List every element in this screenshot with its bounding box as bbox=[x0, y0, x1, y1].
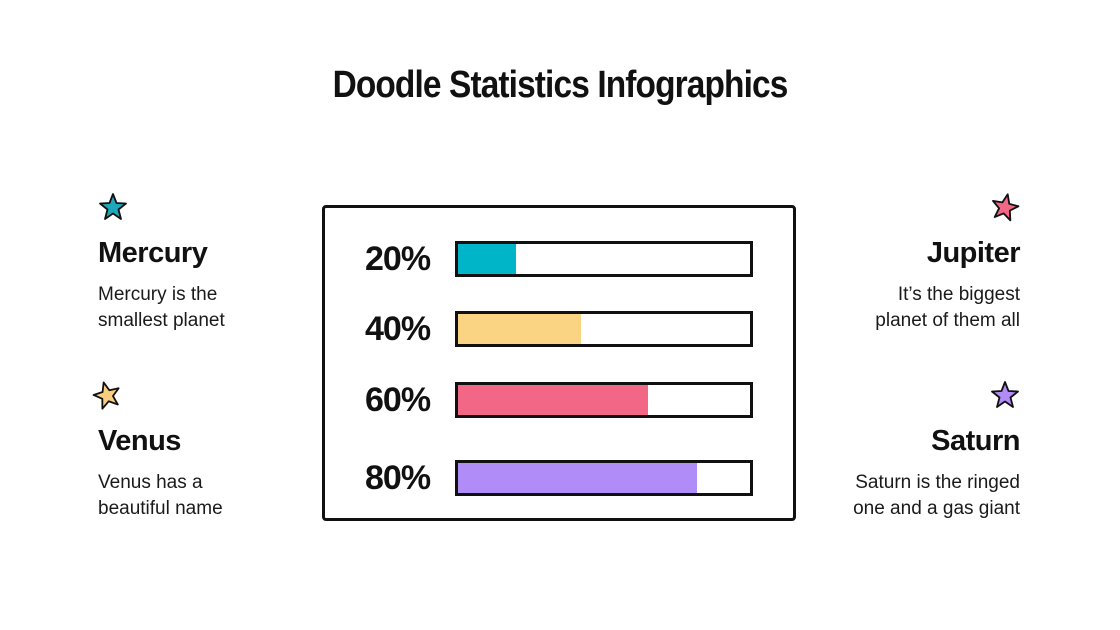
bar-fill bbox=[458, 314, 581, 344]
item-title: Saturn bbox=[931, 425, 1020, 457]
bar-fill bbox=[458, 463, 698, 493]
saturn-item: Saturn Saturn is the ringed one and a gas… bbox=[780, 380, 1021, 522]
bar-track bbox=[455, 460, 753, 496]
item-description: Saturn is the ringed one and a gas giant bbox=[853, 472, 1020, 519]
chart-frame: 20% 40% 60% 80% bbox=[322, 205, 796, 521]
bar-label: 80% bbox=[365, 459, 431, 497]
bar-fill bbox=[458, 244, 517, 274]
bar-label: 20% bbox=[365, 240, 431, 278]
star-icon bbox=[92, 381, 120, 410]
bar-label: 40% bbox=[365, 310, 431, 348]
bar-row-3: 60% bbox=[325, 380, 793, 420]
item-description: Venus has a beautiful name bbox=[98, 472, 223, 519]
bar-fill bbox=[458, 385, 648, 415]
bar-row-1: 20% bbox=[325, 239, 793, 279]
item-title: Venus bbox=[98, 425, 181, 457]
star-icon bbox=[992, 193, 1020, 222]
bar-row-4: 80% bbox=[325, 458, 793, 498]
bar-track bbox=[455, 241, 753, 277]
bar-track bbox=[455, 311, 753, 347]
star-icon bbox=[991, 381, 1019, 408]
item-title: Jupiter bbox=[926, 237, 1021, 269]
item-description: It’s the biggest planet of them all bbox=[875, 284, 1020, 331]
bar-label: 60% bbox=[365, 381, 431, 419]
item-description: Mercury is the smallest planet bbox=[98, 284, 225, 331]
page-title: Doodle Statistics Infographics bbox=[332, 64, 789, 106]
bar-row-2: 40% bbox=[325, 309, 793, 349]
jupiter-item: Jupiter It’s the biggest planet of them a… bbox=[780, 192, 1021, 334]
star-icon bbox=[99, 193, 127, 220]
venus-item: Venus Venus has a beautiful name bbox=[92, 380, 338, 522]
item-title: Mercury bbox=[98, 237, 208, 269]
bar-track bbox=[455, 382, 753, 418]
mercury-item: Mercury Mercury is the smallest planet bbox=[98, 192, 338, 334]
